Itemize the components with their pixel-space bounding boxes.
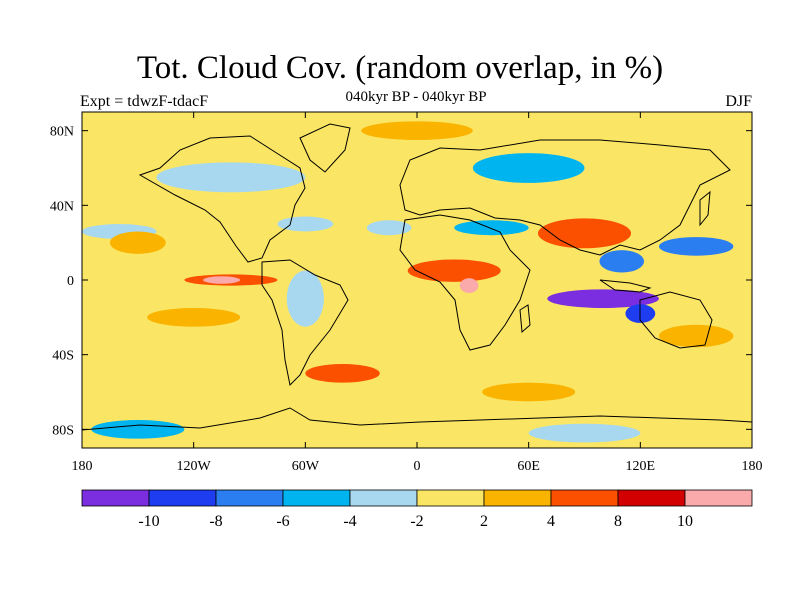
field-region xyxy=(286,270,324,327)
colorbar-label: 8 xyxy=(614,513,622,530)
y-tick-label: 80S xyxy=(52,423,74,438)
y-tick-label: 0 xyxy=(67,274,74,289)
colorbar-label: 4 xyxy=(547,513,555,530)
colorbar-swatch xyxy=(81,489,150,507)
colorbar-label: -2 xyxy=(410,513,423,530)
y-axis-ticks: 80N 40N 0 40S 80S xyxy=(50,125,752,438)
y-tick-label: 40N xyxy=(50,199,74,214)
colorbar-swatch xyxy=(215,489,284,507)
colorbar-swatch xyxy=(483,489,552,507)
x-tick-label: 120W xyxy=(177,459,212,474)
season-label: DJF xyxy=(725,93,752,110)
field-background xyxy=(82,112,752,448)
field-region xyxy=(482,382,576,402)
field-region xyxy=(472,153,585,183)
x-tick-label: 60W xyxy=(292,459,320,474)
field-region xyxy=(109,231,166,254)
x-tick-label: 0 xyxy=(414,459,421,474)
x-tick-label: 180 xyxy=(72,459,93,474)
field-region xyxy=(547,289,659,308)
x-tick-label: 120E xyxy=(626,459,656,474)
x-tick-label: 60E xyxy=(517,459,540,474)
colorbar-swatch xyxy=(148,489,217,507)
experiment-label: Expt = tdwzF-tdacF xyxy=(80,93,209,110)
x-axis-ticks: 180 120W 60W 0 60E 120E 180 xyxy=(72,112,763,474)
field-region xyxy=(147,308,241,327)
colorbar-label: -10 xyxy=(138,513,159,530)
colorbar-label: -4 xyxy=(343,513,356,530)
field-region xyxy=(454,220,529,236)
map-subtitle: 040kyr BP - 040kyr BP xyxy=(345,89,487,105)
colorbar-label: -8 xyxy=(209,513,222,530)
colorbar: -10 -8 -6 -4 -2 2 4 8 10 xyxy=(81,489,753,530)
colorbar-label: 10 xyxy=(677,513,693,530)
colorbar-label: 2 xyxy=(480,513,488,530)
colorbar-swatch xyxy=(550,489,619,507)
y-tick-label: 40S xyxy=(52,349,74,364)
field-region xyxy=(361,121,473,140)
field-region xyxy=(277,216,334,232)
field-region xyxy=(658,324,734,348)
y-tick-label: 80N xyxy=(50,125,74,140)
colorbar-label: -6 xyxy=(276,513,289,530)
map-title: Tot. Cloud Cov. (random overlap, in %) xyxy=(136,50,664,86)
colorbar-swatch xyxy=(282,489,351,507)
colorbar-swatch xyxy=(349,489,418,507)
field-region xyxy=(156,162,306,193)
colorbar-swatch xyxy=(416,489,485,507)
colorbar-swatch xyxy=(684,489,753,507)
field-region xyxy=(366,220,412,236)
field-region xyxy=(599,250,645,273)
field-region xyxy=(91,420,185,439)
map-plot-area xyxy=(82,112,752,448)
field-region xyxy=(528,423,641,443)
x-tick-label: 180 xyxy=(742,459,763,474)
colorbar-swatch xyxy=(617,489,686,507)
field-region xyxy=(202,276,241,284)
field-region xyxy=(407,259,501,282)
field-region xyxy=(305,364,380,383)
field-region xyxy=(459,278,479,294)
field-region xyxy=(658,237,734,256)
coastlines xyxy=(81,123,753,431)
